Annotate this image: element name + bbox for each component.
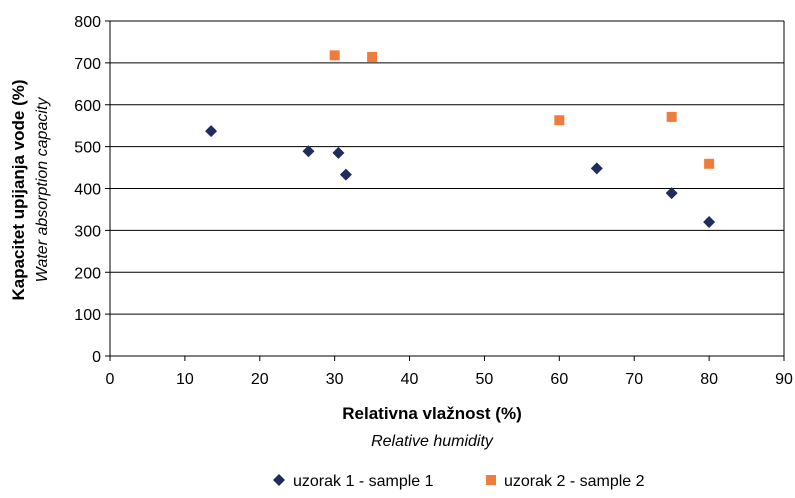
x-tick-label: 20 <box>251 371 269 388</box>
data-point-sample-2 <box>329 50 340 61</box>
legend-marker-sample-2 <box>486 475 496 485</box>
data-point-sample-1 <box>302 145 315 158</box>
data-point-sample-2 <box>367 52 378 63</box>
x-tick-label: 70 <box>625 371 643 388</box>
y-tick-label: 0 <box>92 349 101 366</box>
data-point-sample-1 <box>703 216 716 228</box>
legend: uzorak 1 - sample 1 uzorak 2 - sample 2 <box>273 473 645 490</box>
x-axis-title: Relativna vlažnost (%) <box>342 404 522 423</box>
x-tick-label: 30 <box>326 371 344 388</box>
y-tick-label: 800 <box>74 14 101 31</box>
x-tick-label: 40 <box>401 371 419 388</box>
x-axis-subtitle: Relative humidity <box>371 433 494 450</box>
tick-labels: 0 100 200 300 400 500 600 700 800 0 10 20 30 40 50 60 70… <box>74 14 793 388</box>
y-tick-label: 700 <box>74 56 101 73</box>
y-tick-label: 600 <box>74 98 101 115</box>
x-tick-label: 0 <box>106 371 115 388</box>
data-points <box>205 50 716 228</box>
y-axis-title: Kapacitet upijanja vode (%) <box>9 79 28 300</box>
legend-marker-sample-1 <box>273 474 285 486</box>
x-tick-label: 50 <box>476 371 494 388</box>
y-tick-label: 500 <box>74 140 101 157</box>
data-point-sample-2 <box>666 111 677 122</box>
axes <box>105 20 785 361</box>
y-tick-label: 200 <box>74 265 101 282</box>
legend-label-sample-2: uzorak 2 - sample 2 <box>504 473 645 490</box>
y-tick-label: 400 <box>74 182 101 199</box>
y-axis-subtitle: Water absorption capacity <box>34 97 51 283</box>
data-point-sample-2 <box>554 115 565 126</box>
x-tick-label: 90 <box>775 371 793 388</box>
y-tick-label: 100 <box>74 307 101 324</box>
x-tick-label: 60 <box>550 371 568 388</box>
gridlines <box>110 20 784 315</box>
legend-label-sample-1: uzorak 1 - sample 1 <box>293 473 434 490</box>
data-point-sample-1 <box>339 168 352 181</box>
data-point-sample-1 <box>205 125 218 138</box>
x-tick-label: 10 <box>176 371 194 388</box>
data-point-sample-1 <box>665 187 678 200</box>
data-point-sample-1 <box>332 146 345 159</box>
y-tick-label: 300 <box>74 223 101 240</box>
x-tick-label: 80 <box>700 371 718 388</box>
data-point-sample-2 <box>704 158 715 169</box>
data-point-sample-1 <box>590 162 603 175</box>
